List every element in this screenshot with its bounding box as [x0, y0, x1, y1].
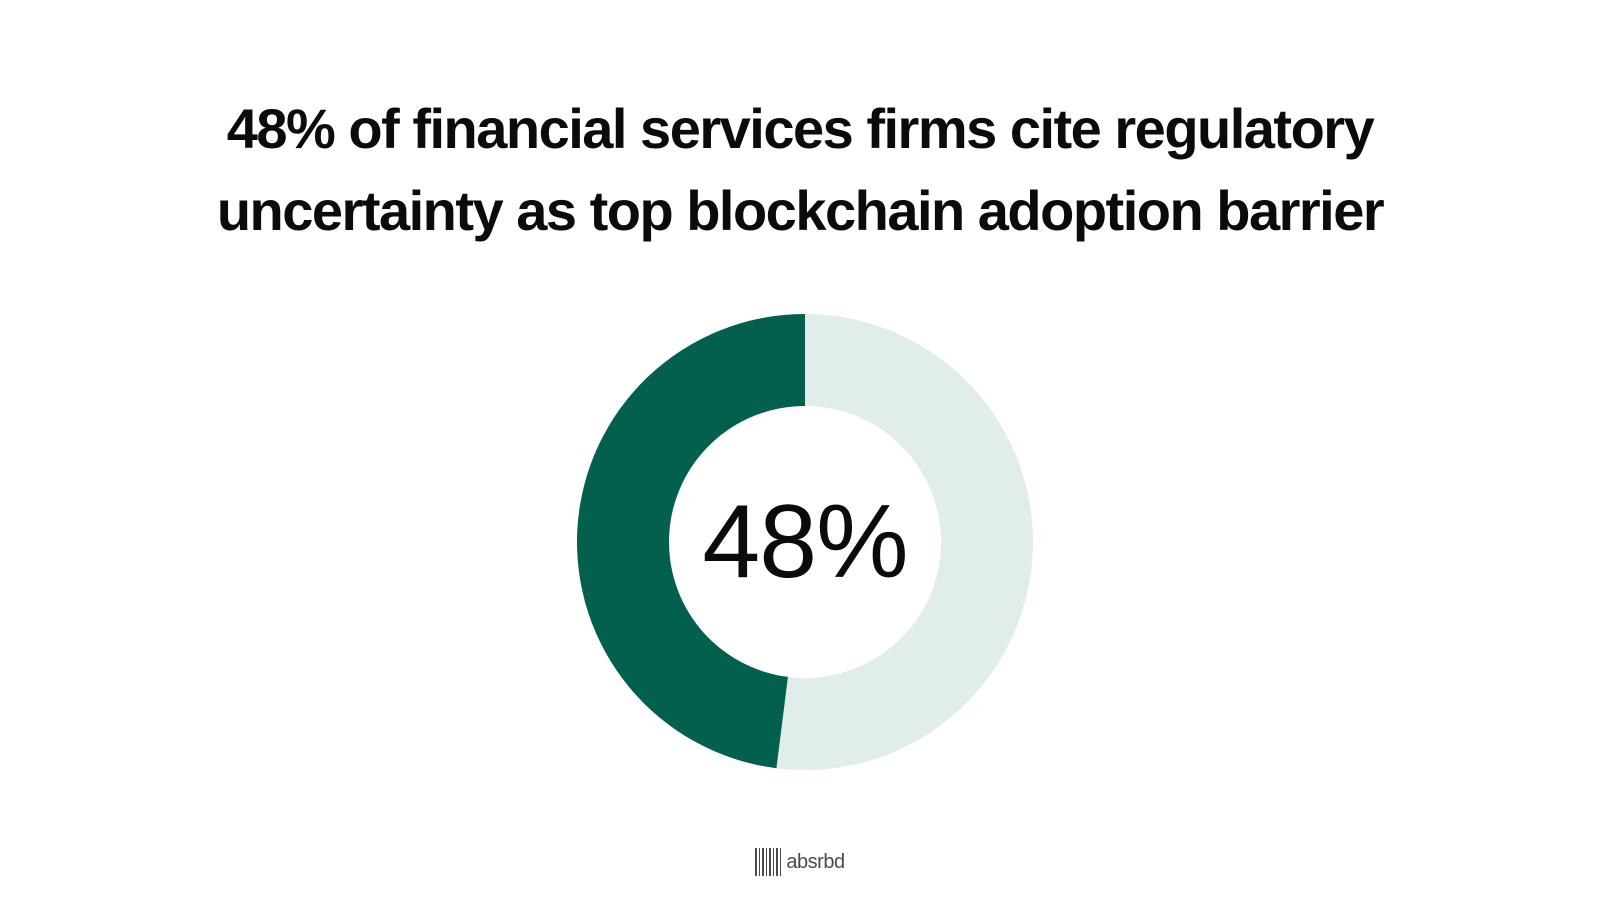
chart-title: 48% of financial services firms cite reg… [0, 88, 1600, 252]
brand-footer: absrbd [0, 848, 1600, 876]
chart-title-line-1: 48% of financial services firms cite reg… [226, 97, 1375, 160]
donut-chart-svg [577, 314, 1033, 770]
chart-title-line-2: uncertainty as top blockchain adoption b… [216, 179, 1385, 242]
donut-slice-remainder [776, 314, 1033, 770]
barcode-lines-icon [755, 848, 782, 876]
donut-chart: 48% [577, 314, 1033, 770]
donut-slice-value [577, 314, 805, 769]
brand-name: absrbd [786, 850, 845, 873]
